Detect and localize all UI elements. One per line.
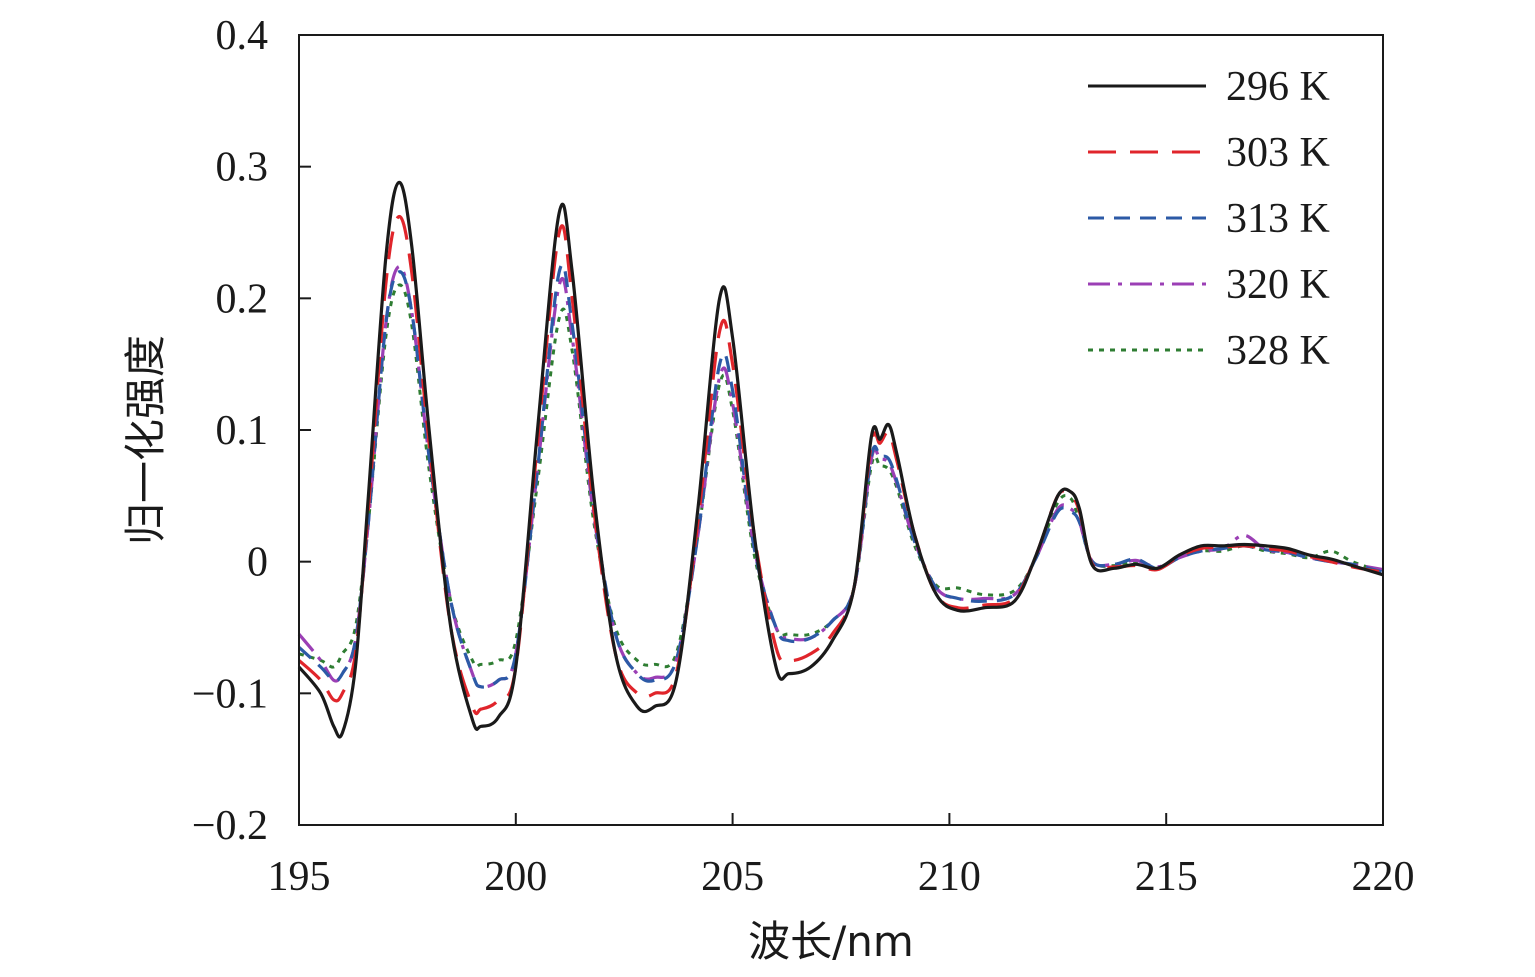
series-line-296-k	[297, 180, 1384, 739]
legend-label: 328 K	[1226, 328, 1330, 374]
x-tick-label: 195	[268, 854, 331, 900]
y-axis-title: 归一化强度	[121, 335, 170, 545]
x-tick-label: 205	[701, 854, 764, 900]
x-axis-title: 波长/nm	[748, 917, 914, 966]
y-tick-label: 0.4	[216, 13, 269, 59]
y-tick-label: 0.3	[216, 145, 269, 191]
legend-label: 303 K	[1226, 130, 1330, 176]
x-tick-label: 200	[484, 854, 547, 900]
legend-label: 320 K	[1226, 262, 1330, 308]
plot-frame	[298, 34, 1384, 826]
legend-label: 313 K	[1226, 196, 1330, 242]
series-lines	[297, 180, 1384, 739]
y-tick-label: 0.1	[216, 408, 269, 454]
series-line-328-k	[298, 283, 1384, 669]
axis-tick-labels: 195 200 205 210 215 220 0.4 0.3 0.2 0.1 0 −0.1 −0.2	[192, 13, 1415, 900]
x-tick-label: 220	[1352, 854, 1415, 900]
y-tick-label: 0	[247, 540, 268, 586]
axis-ticks	[298, 34, 1384, 826]
x-tick-label: 210	[918, 854, 981, 900]
legend-label: 296 K	[1226, 64, 1330, 110]
x-tick-label: 215	[1135, 854, 1198, 900]
y-tick-label: 0.2	[216, 276, 269, 322]
legend: 296 K 303 K 313 K 320 K 328 K	[1088, 64, 1330, 374]
y-tick-label: −0.1	[192, 671, 268, 717]
y-tick-label: −0.2	[192, 803, 268, 849]
